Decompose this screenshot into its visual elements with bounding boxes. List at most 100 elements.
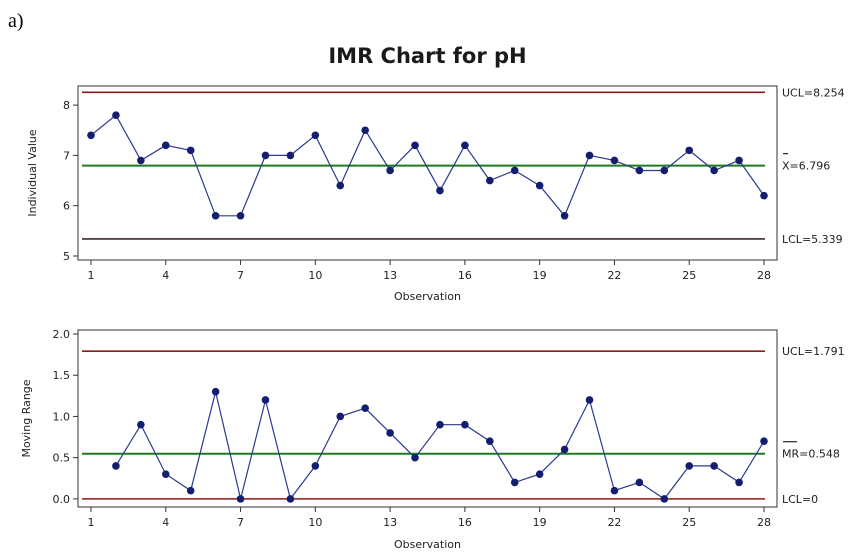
y-tick-label: 1.5 xyxy=(53,369,71,382)
data-point xyxy=(112,111,120,119)
lcl-label: LCL=0 xyxy=(782,493,818,506)
data-point xyxy=(386,429,394,437)
data-point xyxy=(161,470,170,478)
data-point xyxy=(161,141,170,150)
data-point xyxy=(635,166,644,175)
data-point xyxy=(236,495,245,503)
x-tick-label: 19 xyxy=(533,516,547,529)
data-point xyxy=(635,478,644,487)
data-point xyxy=(411,453,419,462)
x-axis-label: Observation xyxy=(394,290,461,303)
data-point xyxy=(610,486,619,495)
center-label: X=6.796 xyxy=(782,160,830,173)
panel-label: a) xyxy=(8,10,24,32)
x-tick-label: 22 xyxy=(607,269,621,282)
data-point xyxy=(186,146,195,155)
x-tick-label: 22 xyxy=(607,516,621,529)
data-point xyxy=(510,166,519,175)
data-point xyxy=(211,211,220,220)
data-point xyxy=(436,186,444,195)
data-point xyxy=(186,486,195,495)
y-axis-label: Individual Value xyxy=(26,129,39,217)
lcl-label: LCL=5.339 xyxy=(782,233,843,246)
data-point xyxy=(211,387,220,396)
series-line xyxy=(115,391,765,501)
data-point xyxy=(735,156,743,165)
plot-frame xyxy=(77,329,778,508)
y-tick-label: 0.0 xyxy=(53,493,71,506)
x-tick-label: 1 xyxy=(88,269,95,282)
data-point xyxy=(411,141,419,150)
y-tick-label: 2.0 xyxy=(53,328,71,341)
x-tick-label: 25 xyxy=(682,269,696,282)
x-tick-label: 1 xyxy=(88,516,95,529)
moving-range-panel: 0.0 0.5 1.0 1.5 2.0 1 4 7 10 13 16 19 22 25 28 Observat… xyxy=(20,328,845,551)
data-point xyxy=(336,412,345,421)
y-tick-label: 6 xyxy=(63,200,70,213)
chart-title: IMR Chart for pH xyxy=(328,44,527,68)
x-tick-label: 4 xyxy=(162,269,169,282)
data-point xyxy=(510,478,519,487)
data-point xyxy=(436,420,444,429)
y-tick-label: 5 xyxy=(63,250,70,263)
data-point xyxy=(461,141,469,150)
data-point xyxy=(585,396,594,404)
x-tick-label: 25 xyxy=(682,516,696,529)
data-point xyxy=(486,176,494,185)
data-point xyxy=(361,126,369,135)
data-point xyxy=(735,478,743,487)
ucl-label: UCL=8.254 xyxy=(782,86,845,99)
center-label: MR=0.548 xyxy=(782,448,840,461)
x-tick-label: 16 xyxy=(458,516,472,529)
y-tick-label: 8 xyxy=(63,99,70,112)
x-tick-label: 28 xyxy=(757,516,771,529)
data-point xyxy=(112,462,120,470)
x-axis-label: Observation xyxy=(394,538,461,551)
plot-frame xyxy=(77,85,778,261)
x-tick-label: 28 xyxy=(757,269,771,282)
data-point xyxy=(710,166,718,175)
data-point xyxy=(261,396,270,404)
data-point xyxy=(486,437,494,445)
x-tick-label: 4 xyxy=(162,516,169,529)
data-point xyxy=(336,181,345,190)
x-tick-label: 7 xyxy=(237,516,244,529)
y-tick-label: 1.0 xyxy=(53,410,71,423)
data-point xyxy=(660,166,669,175)
data-point xyxy=(685,462,694,470)
data-point xyxy=(535,470,544,478)
data-point xyxy=(560,445,569,454)
data-point xyxy=(286,151,295,160)
data-point xyxy=(311,462,320,470)
x-tick-label: 13 xyxy=(383,269,397,282)
individual-value-panel: 5 6 7 8 1 4 7 10 13 16 19 22 25 28 Observation Individu… xyxy=(26,85,845,303)
data-point xyxy=(361,404,369,412)
data-point xyxy=(610,156,619,165)
data-point xyxy=(137,420,145,429)
x-tick-label: 7 xyxy=(237,269,244,282)
x-tick-label: 16 xyxy=(458,269,472,282)
data-point xyxy=(560,211,569,220)
x-tick-label: 13 xyxy=(383,516,397,529)
data-point xyxy=(760,437,768,445)
data-point xyxy=(286,495,295,503)
ucl-label: UCL=1.791 xyxy=(782,345,845,358)
data-point xyxy=(311,131,320,140)
data-point xyxy=(386,166,394,175)
data-point xyxy=(87,131,95,140)
data-point xyxy=(535,181,544,190)
y-tick-label: 0.5 xyxy=(53,452,71,465)
data-point xyxy=(710,462,718,470)
y-axis-label: Moving Range xyxy=(20,379,33,457)
data-point xyxy=(261,151,270,160)
series-line xyxy=(90,114,765,217)
x-tick-label: 10 xyxy=(308,516,322,529)
data-point xyxy=(685,146,694,155)
data-point xyxy=(760,191,768,200)
x-tick-label: 19 xyxy=(533,269,547,282)
data-point xyxy=(461,420,469,429)
x-tick-label: 10 xyxy=(308,269,322,282)
data-point xyxy=(137,156,145,165)
data-point xyxy=(660,495,669,503)
